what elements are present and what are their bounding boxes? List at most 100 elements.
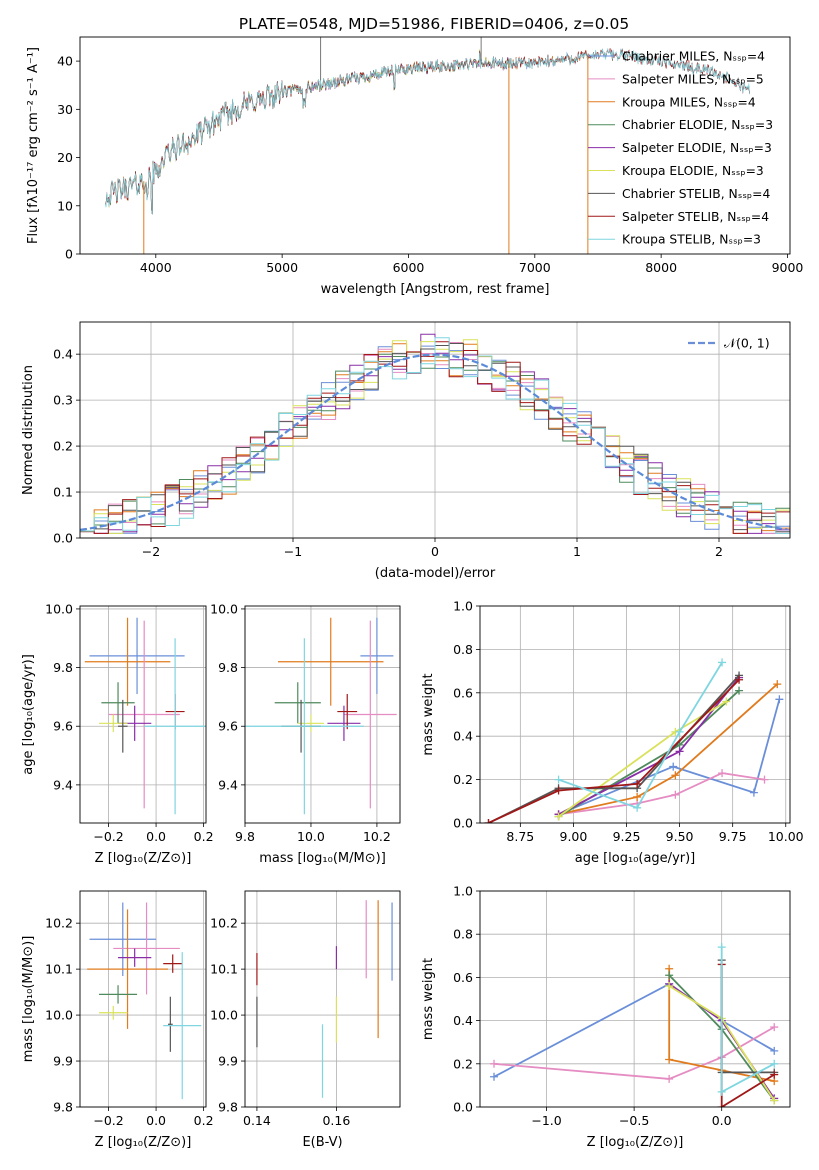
x-axis-label: Z [log₁₀(Z/Z⊙)] [587,1135,684,1150]
mass-weight-marker [665,1055,674,1064]
spectrum-line [105,50,510,215]
axes-frame [244,605,401,824]
mass-weight-marker [722,697,731,706]
panel-age-vs-mass: 9.8 10.0 10.2 9.4 9.6 9.8 10.0 mass [log₁₀(M/M⊙… [210,601,401,866]
x-tick-label: −0.2 [93,1113,123,1128]
spectrum-line [105,49,510,215]
x-axis-label: Z [log₁₀(Z/Z⊙)] [95,851,192,866]
y-tick-label: 0 [65,247,73,262]
y-tick-label: 1.0 [453,599,473,614]
mass-weight-marker [717,1087,726,1096]
x-tick-label: −1.0 [531,1113,561,1128]
y-axis-label: mass weight [421,958,436,1040]
y-tick-label: 10 [57,198,73,213]
panel-mass-vs-ebv: 0.14 0.16 9.8 9.9 10.0 10.1 10.2 E(B-V) [210,890,401,1150]
x-tick-label: 0.0 [146,1113,166,1128]
mass-weight-marker [770,1096,779,1105]
mass-weight-marker [717,1103,726,1107]
x-tick-label: −0.2 [93,829,123,844]
mass-weight-line [720,960,775,1074]
y-tick-label: 9.8 [218,660,238,675]
plot-area-mass-vs-ebv [256,900,393,1098]
y-tick-label: 0.2 [53,439,73,454]
mass-weight-marker [735,686,744,695]
panel-age-vs-Z: −0.2 0.0 0.2 9.4 9.6 9.8 10.0 Z [log₁₀(Z/Z⊙)] ag… [21,601,214,866]
x-tick-label: 8.75 [506,829,534,844]
axes-frame [79,890,207,1108]
x-axis-label: Z [log₁₀(Z/Z⊙)] [95,1135,192,1150]
x-tick-label: 9.75 [719,829,747,844]
mass-weight-marker [669,762,678,771]
y-tick-label: 9.6 [218,719,238,734]
y-tick-label: 1.0 [453,884,473,899]
legend-label: Kroupa STELIB, Nₛₛₚ=3 [622,233,761,247]
mass-weight-marker [554,786,563,795]
mass-weight-marker [665,1074,674,1083]
y-tick-label: 20 [57,150,73,165]
y-tick-label: 0.4 [453,1013,473,1028]
x-tick-label: 6000 [393,260,425,275]
y-tick-label: 0.2 [453,772,473,787]
x-tick-label: −0.5 [619,1113,649,1128]
x-tick-label: 0.0 [146,829,166,844]
mass-weight-line [558,661,723,809]
legend-label: Chabrier ELODIE, Nₛₛₚ=3 [622,118,773,132]
mass-weight-marker [633,779,642,788]
y-tick-label: 0.3 [53,393,73,408]
y-tick-label: 10.2 [45,916,73,931]
axes-frame [244,890,401,1108]
y-tick-label: 9.8 [53,1100,73,1115]
y-tick-label: 9.8 [218,1100,238,1115]
y-tick-label: 10.0 [210,601,238,616]
x-tick-label: 0.0 [712,1113,732,1128]
y-tick-label: 10.0 [45,601,73,616]
y-tick-label: 0.0 [53,531,73,546]
axes-frame [479,890,791,1108]
mass-weight-marker [717,943,726,952]
y-tick-label: 10.1 [210,962,238,977]
mass-weight-marker [770,1023,779,1032]
y-tick-label: 9.9 [218,1054,238,1069]
x-tick-label: 9000 [772,260,804,275]
panel-mass-vs-Z: −0.2 0.0 0.2 9.8 9.9 10.0 10.1 10.2 Z [log₁₀(Z/Z… [21,890,214,1150]
axes-frame [79,605,207,824]
mass-weight-marker [633,792,642,801]
x-tick-label: 0.2 [194,829,214,844]
y-tick-label: 9.4 [53,777,73,792]
histogram-step [80,337,790,534]
legend-label: Chabrier STELIB, Nₛₛₚ=4 [622,187,770,201]
x-tick-label: 9.50 [666,829,694,844]
mass-weight-marker [760,775,769,784]
x-tick-label: 8000 [645,260,677,275]
mass-weight-marker [718,769,727,778]
spectrum-line [105,52,510,215]
plot-area-mass-weight-vs-Z [490,943,779,1107]
mass-weight-line [558,699,781,816]
spectrum-line [105,49,588,215]
y-tick-label: 0.0 [453,1100,473,1115]
x-tick-label: 4000 [140,260,172,275]
y-tick-label: 0.6 [453,970,473,985]
x-axis-label: wavelength [Angstrom, rest frame] [321,282,550,297]
y-axis-label: Normed distribution [21,365,36,495]
plot-area-mass-vs-Z [87,902,202,1100]
plot-area-spectrum [105,37,750,254]
mass-weight-line [720,947,775,1094]
x-axis-label: age [log₁₀(age/yr)] [575,851,696,866]
x-tick-label: 1 [573,544,581,559]
y-tick-label: 10.2 [210,916,238,931]
x-tick-label: 2 [715,544,723,559]
x-axis-label: (data-model)/error [375,566,496,581]
x-tick-label: 0.14 [243,1113,271,1128]
legend-label: Chabrier MILES, Nₛₛₚ=4 [622,50,765,64]
plot-area-residuals [80,333,790,534]
y-tick-label: 0.0 [453,816,473,831]
x-tick-label: 9.25 [613,829,641,844]
mass-weight-line [493,1026,775,1080]
y-tick-label: 0.2 [453,1056,473,1071]
grid-mass-vs-Z [80,891,206,1108]
spectrum-line [105,48,750,215]
mass-weight-marker [735,675,744,684]
legend-label: 𝒩(0, 1) [724,336,770,351]
x-tick-label: −1 [284,544,302,559]
